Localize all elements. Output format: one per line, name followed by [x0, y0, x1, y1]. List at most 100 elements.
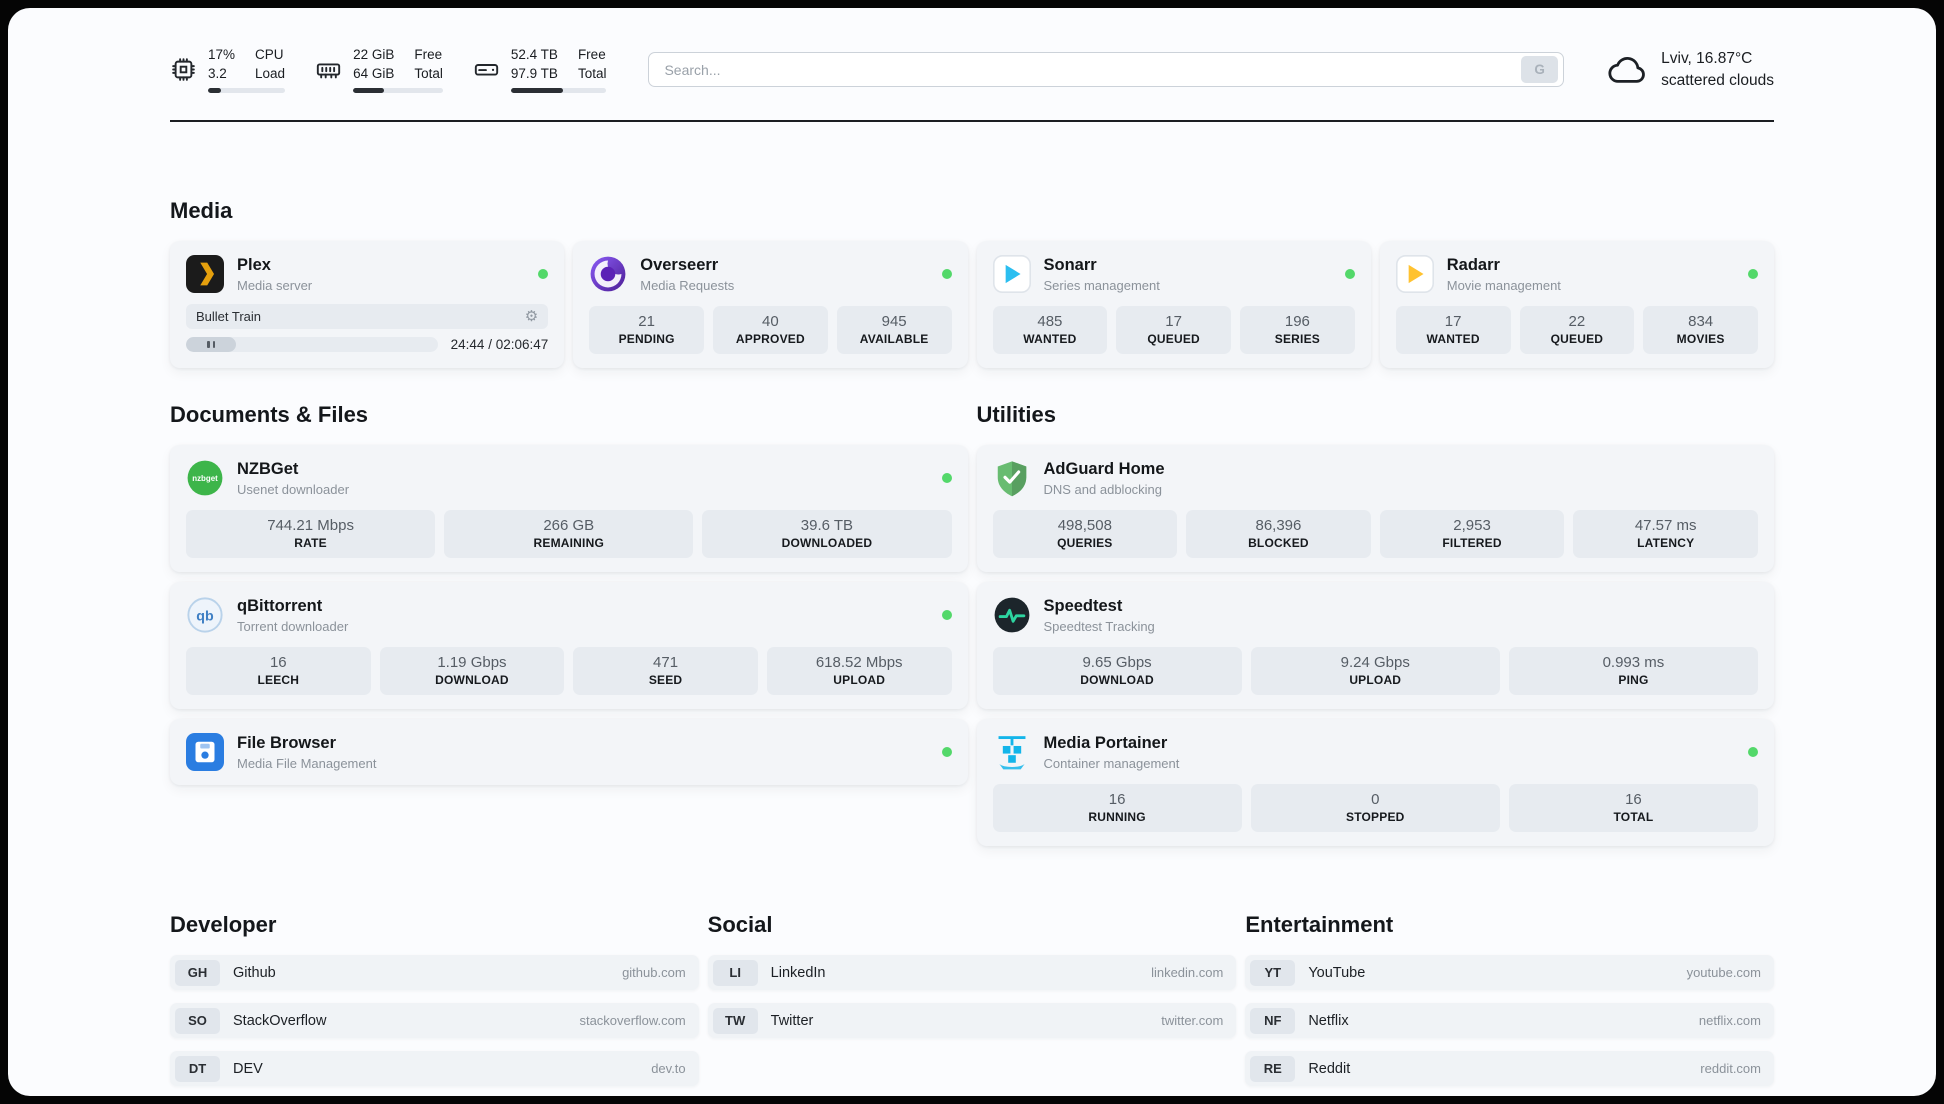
weather-widget[interactable]: Lviv, 16.87°C scattered clouds — [1606, 48, 1774, 92]
app-title: Speedtest — [1043, 596, 1123, 615]
github-badge: GH — [175, 959, 220, 986]
utilities-heading: Utilities — [976, 402, 1056, 428]
search-engine-button[interactable]: G — [1521, 56, 1559, 84]
search-input[interactable] — [664, 61, 1522, 78]
bookmark-name: Reddit — [1308, 1060, 1351, 1077]
app-card-speedtest[interactable]: Speedtest Speedtest Tracking 9.65 Gbps D… — [976, 582, 1774, 710]
radarr-icon — [1395, 255, 1434, 294]
disk-progress-bar — [510, 88, 607, 94]
app-subtitle: Usenet downloader — [237, 481, 350, 497]
filebrowser-icon — [186, 733, 224, 772]
bookmark-linkedin[interactable]: LI LinkedIn linkedin.com — [707, 955, 1237, 991]
qbittorrent-icon: qb — [186, 596, 224, 634]
bookmark-url: github.com — [622, 965, 686, 981]
cpu-chip-icon — [170, 56, 197, 83]
app-card-filebrowser[interactable]: File Browser Media File Management — [170, 719, 968, 786]
stat-movies: 834 MOVIES — [1643, 306, 1758, 355]
documents-section: Documents & Files nzbget — [170, 402, 968, 846]
weather-condition: scattered clouds — [1661, 71, 1774, 89]
svg-text:nzbget: nzbget — [192, 474, 218, 483]
bookmark-name: LinkedIn — [770, 964, 826, 981]
search-bar[interactable]: G — [648, 52, 1565, 88]
plex-icon — [186, 255, 224, 294]
app-title: AdGuard Home — [1043, 459, 1165, 478]
bookmark-youtube[interactable]: YT YouTube youtube.com — [1245, 955, 1774, 991]
media-heading: Media — [170, 198, 233, 224]
netflix-badge: NF — [1250, 1007, 1296, 1034]
bookmark-name: Netflix — [1308, 1012, 1349, 1029]
app-title: Overseerr — [640, 255, 719, 274]
app-card-nzbget[interactable]: nzbget NZBGet Usenet downloader 74 — [170, 445, 968, 573]
bookmark-stackoverflow[interactable]: SO StackOverflow stackoverflow.com — [170, 1003, 699, 1039]
app-card-radarr[interactable]: Radarr Movie management 17 WANTED 22 QUE… — [1379, 241, 1774, 369]
reddit-badge: RE — [1250, 1055, 1296, 1082]
memory-icon — [315, 56, 342, 83]
entertainment-heading: Entertainment — [1245, 912, 1394, 938]
stat-upload: 9.24 Gbps UPLOAD — [1250, 647, 1500, 696]
stat-stopped: 0 STOPPED — [1250, 784, 1500, 833]
bookmark-name: StackOverflow — [233, 1012, 327, 1029]
bookmark-name: DEV — [233, 1060, 263, 1077]
stat-latency: 47.57 ms LATENCY — [1573, 510, 1758, 559]
app-title: Sonarr — [1043, 255, 1097, 274]
stat-upload: 618.52 Mbps UPLOAD — [766, 647, 952, 696]
status-online-dot — [538, 269, 549, 280]
status-online-dot — [941, 269, 952, 280]
social-heading: Social — [707, 912, 773, 938]
stat-blocked: 86,396 BLOCKED — [1186, 510, 1371, 559]
disk-values: 52.4 TB 97.9 TB — [510, 47, 558, 81]
bookmark-github[interactable]: GH Github github.com — [170, 955, 699, 991]
playback-time: 24:44 / 02:06:47 — [450, 337, 549, 353]
bookmark-name: YouTube — [1308, 964, 1366, 981]
app-title: Media Portainer — [1043, 733, 1168, 752]
app-subtitle: Media Requests — [640, 277, 735, 293]
stat-seed: 471 SEED — [573, 647, 758, 696]
cpu-labels: CPU Load — [255, 47, 286, 81]
app-subtitle: Series management — [1043, 277, 1160, 293]
hard-drive-icon — [473, 56, 500, 83]
stat-queued: 22 QUEUED — [1519, 306, 1635, 355]
stat-approved: 40 APPROVED — [713, 306, 828, 355]
developer-heading: Developer — [170, 912, 277, 938]
stat-available: 945 AVAILABLE — [836, 306, 952, 355]
stat-pending: 21 PENDING — [589, 306, 704, 355]
pause-icon[interactable] — [207, 341, 216, 349]
app-card-portainer[interactable]: Media Portainer Container management 16 … — [976, 719, 1774, 847]
app-title: qBittorrent — [237, 596, 323, 615]
adguard-shield-icon — [993, 459, 1031, 497]
bookmark-netflix[interactable]: NF Netflix netflix.com — [1245, 1003, 1774, 1039]
stat-wanted: 485 WANTED — [992, 306, 1108, 355]
app-card-plex[interactable]: Plex Media server Bullet Train ⚙ — [170, 241, 565, 369]
portainer-icon — [993, 733, 1031, 771]
bookmark-reddit[interactable]: RE Reddit reddit.com — [1245, 1051, 1774, 1087]
topbar: 17% 3.2 CPU Load — [170, 8, 1774, 94]
stat-wanted: 17 WANTED — [1395, 306, 1511, 355]
memory-values: 22 GiB 64 GiB — [353, 47, 395, 81]
app-card-overseerr[interactable]: Overseerr Media Requests 21 PENDING 40 A… — [573, 241, 968, 369]
bookmark-dev[interactable]: DT DEV dev.to — [170, 1051, 699, 1087]
app-card-adguard[interactable]: AdGuard Home DNS and adblocking 498,508 … — [976, 445, 1774, 573]
app-subtitle: Container management — [1043, 755, 1180, 771]
overseerr-icon — [589, 255, 627, 293]
playback-progress-bar[interactable] — [186, 337, 438, 353]
app-subtitle: Torrent downloader — [237, 618, 349, 634]
app-card-qbittorrent[interactable]: qb qBittorrent Torrent downloader — [170, 582, 968, 710]
stat-ping: 0.993 ms PING — [1508, 647, 1759, 696]
stat-filtered: 2,953 FILTERED — [1379, 510, 1565, 559]
bookmark-url: netflix.com — [1698, 1013, 1761, 1029]
gear-icon[interactable]: ⚙ — [524, 308, 539, 326]
stat-rate: 744.21 Mbps RATE — [186, 510, 436, 559]
dev-badge: DT — [175, 1055, 220, 1082]
plex-now-playing: Bullet Train ⚙ 24:44 / 02:06:47 — [186, 304, 549, 353]
status-online-dot — [1344, 269, 1355, 280]
stat-download: 9.65 Gbps DOWNLOAD — [992, 647, 1242, 696]
stat-remaining: 266 GB REMAINING — [444, 510, 694, 559]
app-title: Plex — [237, 255, 271, 274]
bookmark-twitter[interactable]: TW Twitter twitter.com — [707, 1003, 1237, 1039]
stat-total: 16 TOTAL — [1508, 784, 1759, 833]
stackoverflow-badge: SO — [175, 1007, 220, 1034]
status-online-dot — [941, 610, 952, 621]
status-online-dot — [1748, 269, 1758, 280]
disk-labels: Free Total — [577, 47, 607, 81]
app-card-sonarr[interactable]: Sonarr Series management 485 WANTED 17 Q… — [976, 241, 1371, 369]
